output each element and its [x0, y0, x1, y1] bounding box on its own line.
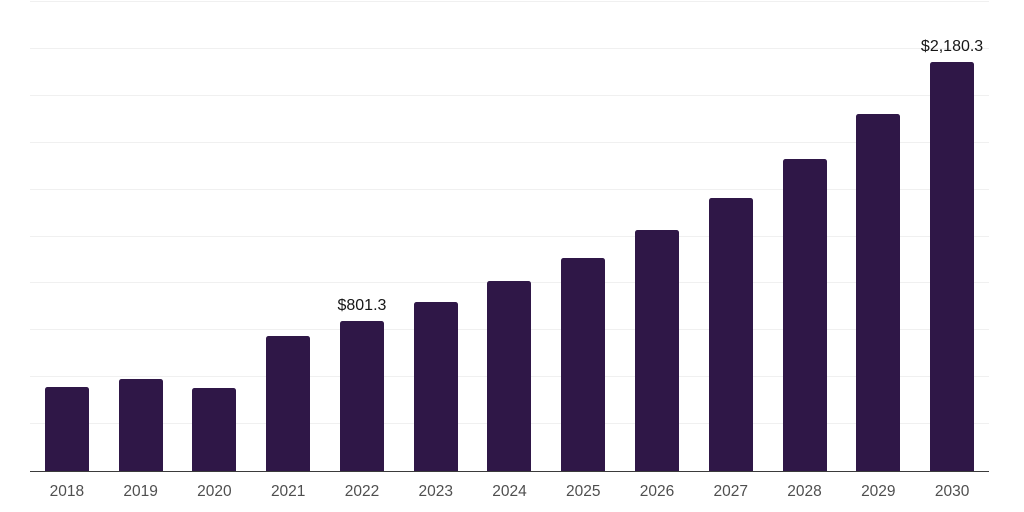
bar-column-2019: [104, 2, 178, 471]
bar-2029: [856, 113, 901, 471]
bar-2020: [192, 388, 237, 471]
x-axis-labels: 2018 2019 2020 2021 2022 2023 2024 2025 2026 2027…: [30, 483, 989, 501]
bar-2018: [44, 387, 89, 471]
bar-2021: [266, 336, 311, 471]
bar-column-2024: [473, 2, 547, 471]
bar-column-2018: [30, 2, 104, 471]
bar-column-2025: [546, 2, 620, 471]
x-tick-label-2029: 2029: [861, 483, 896, 500]
bar-2022: [339, 320, 384, 471]
bar-chart: $801.3 $2,180.3 2018 2019 2020 2021 2022 2023 2…: [30, 1, 989, 501]
bar-2027: [708, 197, 753, 471]
x-tick-label-2022: 2022: [344, 483, 380, 500]
x-tick-label-2025: 2025: [566, 483, 601, 500]
data-label-2030: $2,180.3: [920, 37, 984, 55]
bar-column-2026: [620, 2, 694, 471]
plot-area: $801.3 $2,180.3: [30, 1, 989, 472]
x-tick-label-2020: 2020: [197, 483, 232, 500]
x-tick-label-2026: 2026: [639, 483, 675, 500]
bar-2024: [487, 281, 532, 471]
bar-column-2021: [251, 2, 325, 471]
x-tick-label-2023: 2023: [418, 483, 453, 500]
bar-column-2029: [841, 2, 915, 471]
bar-2025: [561, 258, 606, 471]
x-tick-label-2018: 2018: [49, 483, 85, 500]
bar-column-2023: [399, 2, 473, 471]
x-tick-label-2019: 2019: [123, 483, 158, 500]
x-tick-label-2024: 2024: [492, 483, 527, 500]
x-tick-label-2028: 2028: [787, 483, 822, 500]
data-label-2022: $801.3: [337, 296, 387, 314]
bar-column-2022: $801.3: [325, 2, 399, 471]
bar-2030: [930, 61, 975, 471]
bar-2023: [413, 302, 458, 471]
x-tick-label-2027: 2027: [713, 483, 749, 500]
bar-column-2028: [768, 2, 842, 471]
bar-2028: [782, 158, 827, 471]
bar-column-2027: [694, 2, 768, 471]
x-tick-label-2030: 2030: [934, 483, 970, 500]
bar-2019: [118, 379, 163, 471]
bar-2026: [635, 229, 679, 471]
bar-column-2030: $2,180.3: [915, 2, 989, 471]
bar-column-2020: [178, 2, 252, 471]
x-tick-label-2021: 2021: [270, 483, 306, 500]
